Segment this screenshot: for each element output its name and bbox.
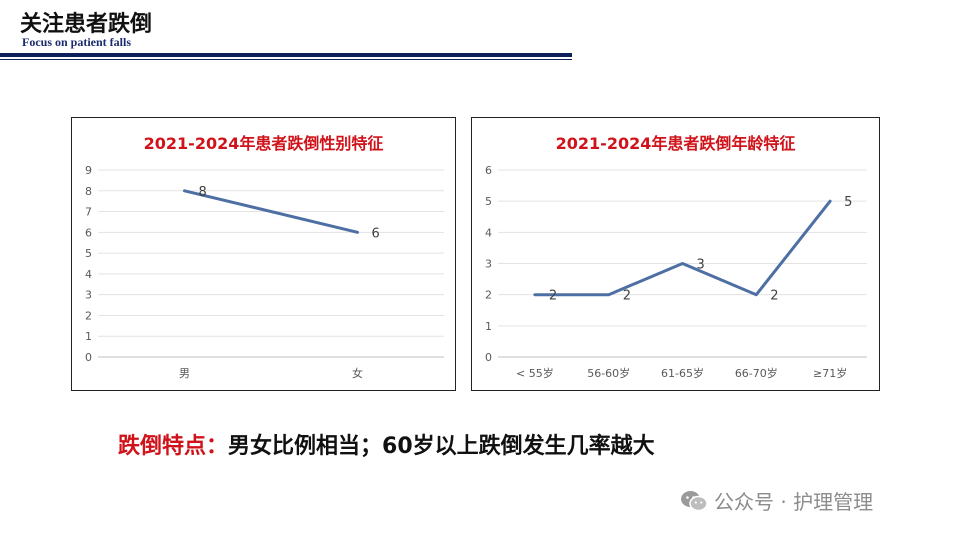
header-divider-thin <box>0 59 572 60</box>
x-tick-label: 66-70岁 <box>735 366 778 380</box>
page-subtitle: Focus on patient falls <box>22 35 132 49</box>
summary-line: 跌倒特点：男女比例相当；60岁以上跌倒发生几率越大 <box>118 428 655 460</box>
y-tick-label: 6 <box>85 226 92 239</box>
summary-label: 跌倒特点： <box>118 434 229 459</box>
data-label: 5 <box>844 195 852 210</box>
y-tick-label: 9 <box>85 164 92 177</box>
watermark-text: 公众号 · 护理管理 <box>714 490 874 514</box>
data-label: 2 <box>549 289 557 304</box>
data-label: 2 <box>770 289 778 304</box>
y-tick-label: 6 <box>485 164 492 177</box>
data-label: 6 <box>372 226 380 241</box>
x-tick-label: < 55岁 <box>516 366 554 380</box>
header: 关注患者跌倒 Focus on patient falls <box>0 0 960 70</box>
summary-text: 男女比例相当；60岁以上跌倒发生几率越大 <box>228 434 655 459</box>
data-label: 8 <box>199 185 207 200</box>
gender-chart: 2021-2024年患者跌倒性别特征 0 1 2 3 4 5 6 7 8 9 男 女 8 6 <box>71 117 456 391</box>
y-tick-label: 3 <box>85 289 92 302</box>
y-tick-label: 4 <box>485 226 492 239</box>
y-tick-label: 0 <box>485 351 492 364</box>
y-tick-label: 1 <box>85 330 92 343</box>
x-tick-label: 男 <box>179 367 190 380</box>
y-tick-label: 2 <box>85 309 92 322</box>
age-chart: 2021-2024年患者跌倒年龄特征 0 1 2 3 4 5 6 < 55岁 56-60岁 61-… <box>471 117 880 391</box>
x-tick-label: 61-65岁 <box>661 366 704 380</box>
header-divider-thick <box>0 53 572 57</box>
series-line <box>183 189 359 234</box>
y-tick-label: 8 <box>85 185 92 198</box>
y-tick-label: 5 <box>85 247 92 260</box>
page-title: 关注患者跌倒 <box>20 12 153 37</box>
data-label: 3 <box>697 258 705 273</box>
data-label: 2 <box>623 289 631 304</box>
wechat-icon <box>680 489 708 518</box>
chart-title: 2021-2024年患者跌倒性别特征 <box>143 134 384 153</box>
y-tick-label: 5 <box>485 195 492 208</box>
y-tick-label: 1 <box>485 320 492 333</box>
age-chart-plot: 0 1 2 3 4 5 6 < 55岁 56-60岁 61-65岁 66-70岁 ≥71岁 2 2 3 2 5 <box>485 164 867 380</box>
y-tick-label: 0 <box>85 351 92 364</box>
x-tick-label: ≥71岁 <box>813 366 847 380</box>
series-line <box>533 199 832 297</box>
y-tick-label: 3 <box>485 258 492 271</box>
y-tick-label: 2 <box>485 289 492 302</box>
watermark: 公众号 · 护理管理 <box>680 486 873 518</box>
y-tick-label: 7 <box>85 206 92 219</box>
x-tick-label: 女 <box>352 366 363 380</box>
chart-title: 2021-2024年患者跌倒年龄特征 <box>555 134 796 153</box>
y-tick-label: 4 <box>85 268 92 281</box>
x-tick-label: 56-60岁 <box>587 366 630 380</box>
gender-chart-plot: 0 1 2 3 4 5 6 7 8 9 男 女 8 6 <box>85 164 444 380</box>
